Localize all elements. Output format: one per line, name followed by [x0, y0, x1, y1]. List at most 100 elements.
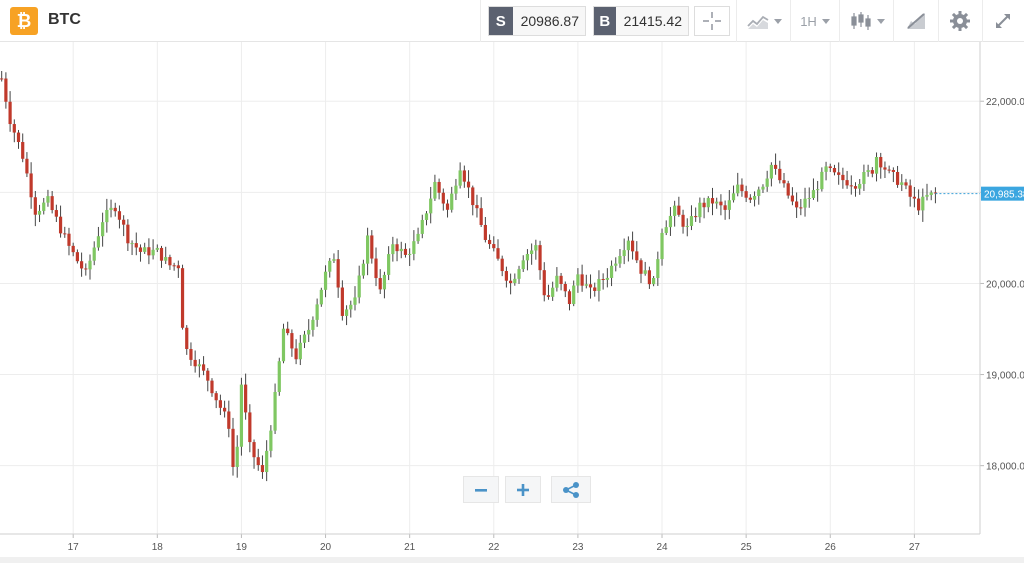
candle-down: [134, 243, 138, 248]
candle-down: [904, 182, 908, 186]
price-chart[interactable]: 171819202122232425262722,000.0021,000.00…: [0, 42, 1024, 557]
candle-up: [130, 243, 134, 245]
candle-up: [803, 198, 807, 208]
candle-down: [832, 168, 837, 173]
candle-up: [664, 227, 668, 233]
candle-down: [492, 244, 496, 249]
share-button[interactable]: [551, 476, 591, 503]
candle-up: [46, 196, 50, 203]
candle-down: [853, 186, 858, 189]
candle-up: [698, 202, 702, 218]
candle-down: [159, 247, 164, 261]
candle-up: [323, 271, 328, 290]
buy-price: 21415.42: [623, 13, 682, 29]
candle-down: [799, 207, 803, 209]
candle-up: [584, 284, 588, 286]
candle-up: [660, 232, 664, 260]
candle-down: [849, 185, 853, 187]
candle-down: [475, 205, 479, 209]
candle-up: [925, 194, 929, 197]
chevron-down-icon: [773, 18, 782, 24]
candle-down: [681, 214, 685, 227]
candle-down: [290, 333, 294, 349]
candle-up: [408, 253, 412, 255]
candle-up: [576, 274, 580, 286]
candle-up: [614, 263, 618, 266]
candle-up: [761, 186, 765, 190]
x-tick-label: 19: [236, 542, 248, 553]
candle-down: [496, 248, 500, 259]
candle-down: [773, 164, 778, 169]
toolbar-divider: [736, 0, 737, 42]
candle-up: [706, 198, 710, 208]
current-price-badge: [981, 186, 1024, 201]
candle-down: [908, 185, 912, 197]
candle-up: [752, 195, 757, 200]
candle-up: [109, 207, 113, 210]
candle-down: [172, 265, 176, 267]
candle-up: [328, 260, 332, 272]
candle-up: [454, 185, 458, 194]
chart-type-icon: [746, 15, 768, 29]
draw-tool-button[interactable]: [898, 6, 934, 36]
timeframe-dropdown[interactable]: 1H: [795, 6, 835, 36]
draw-tool-icon: [907, 13, 925, 29]
candle-down: [630, 240, 635, 252]
candle-down: [176, 265, 180, 269]
candle-up: [816, 189, 820, 191]
candle-up: [609, 265, 614, 278]
chart-type-button[interactable]: [742, 6, 786, 36]
candle-down: [580, 274, 584, 286]
candle-down: [25, 158, 29, 174]
candle-up: [361, 263, 365, 276]
candle-down: [601, 279, 605, 281]
candle-up: [450, 193, 454, 210]
candle-down: [147, 247, 151, 256]
candle-down: [883, 167, 887, 170]
candle-down: [795, 201, 799, 208]
candle-down: [471, 187, 475, 206]
candle-down: [374, 258, 378, 279]
candle-up: [765, 178, 769, 187]
fullscreen-button[interactable]: [986, 6, 1020, 36]
x-tick-label: 23: [572, 542, 584, 553]
candle-down: [845, 180, 849, 186]
y-tick-label: 20,000.00: [986, 279, 1024, 290]
x-tick-label: 21: [404, 542, 416, 553]
candle-down: [542, 270, 546, 296]
sell-button[interactable]: S 20986.87: [488, 6, 586, 36]
settings-button[interactable]: [942, 6, 978, 36]
toolbar-divider: [839, 0, 840, 42]
candle-down: [403, 248, 408, 255]
y-tick-label: 19,000.00: [986, 371, 1024, 382]
candle-up: [673, 205, 677, 216]
candle-down: [122, 219, 126, 225]
candle-up: [731, 193, 736, 201]
candle-up: [366, 235, 370, 264]
candle-down: [256, 457, 260, 466]
candle-down: [879, 157, 883, 168]
candle-down: [168, 257, 172, 266]
candle-up: [900, 182, 904, 185]
candle-up: [307, 329, 311, 335]
candle-down: [437, 181, 441, 193]
crosshair-button[interactable]: [694, 6, 730, 36]
candle-up: [807, 198, 811, 200]
candle-up: [96, 236, 101, 248]
candle-up: [757, 189, 761, 196]
candle-up: [530, 250, 534, 255]
zoom-in-button[interactable]: [505, 476, 541, 503]
toolbar-divider: [480, 0, 481, 42]
x-tick-label: 25: [741, 542, 753, 553]
candle-down: [113, 207, 117, 212]
candle-up: [429, 198, 433, 214]
timeframe-label: 1H: [800, 13, 817, 29]
candle-down: [786, 183, 790, 196]
candle-up: [42, 202, 46, 211]
candle-style-button[interactable]: [845, 6, 889, 36]
candle-down: [260, 465, 265, 473]
zoom-out-button[interactable]: [463, 476, 499, 503]
bitcoin-icon: ₿: [10, 7, 38, 35]
buy-button[interactable]: B 21415.42: [593, 6, 689, 36]
candle-up: [412, 241, 416, 254]
